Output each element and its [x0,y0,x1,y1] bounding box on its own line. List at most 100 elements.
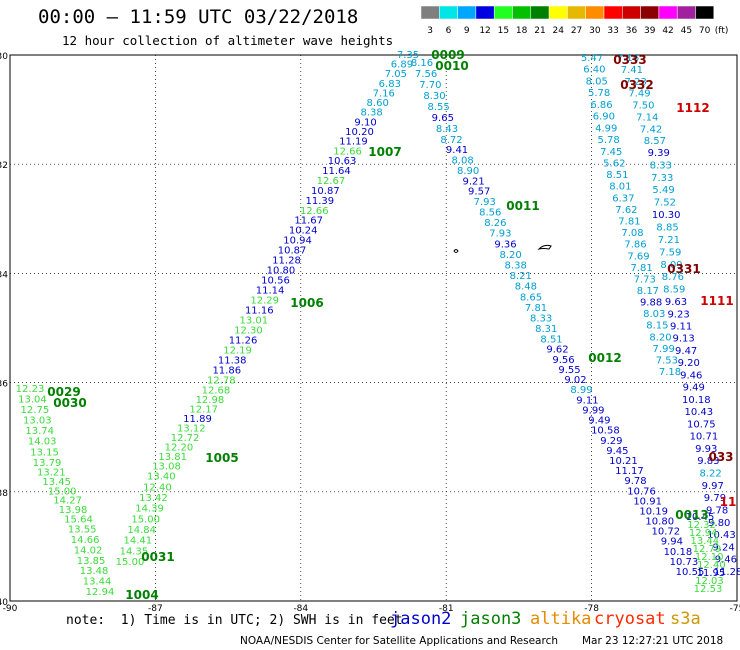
legend-cryosat: cryosat [594,609,666,629]
swh-value: 8.56 [479,207,501,218]
swh-value: 9.99 [582,405,604,416]
time-tag: 1004 [125,588,158,602]
swh-value: 9.93 [695,444,717,455]
swh-value: 11.28 [272,255,301,266]
swh-value: 10.24 [289,226,318,237]
swh-value: 13.44 [83,577,112,588]
time-tag: 0031 [141,550,174,564]
swh-value: 14.27 [53,496,82,507]
latitude-label: -32 [0,161,8,171]
swh-value: 10.19 [639,506,668,517]
map-frame [9,54,738,602]
swh-value: 15.00 [116,557,145,568]
swh-value: 6.40 [583,65,605,76]
swh-value: 12.75 [21,405,50,416]
legend-altika: altika [530,609,592,629]
swh-value: 12.40 [143,482,172,493]
swh-value: 13.04 [18,395,47,406]
swh-value: 13.01 [240,315,269,326]
color-scale-unit: (ft) [715,26,729,36]
swh-value: 8.76 [662,272,684,283]
swh-value: 11.64 [322,166,351,177]
swh-value: 5.47 [581,53,603,64]
swh-value: 8.51 [606,170,628,181]
color-scale-tick-label: 9 [464,26,470,36]
swh-value: 8.16 [411,58,433,69]
swh-value: 12.68 [202,385,231,396]
swh-value: 6.37 [612,193,634,204]
color-scale-tick-label: 30 [589,26,601,36]
swh-value: 10.43 [707,530,736,541]
legend-jason2: jason2 [390,609,452,629]
swh-value: 8.99 [570,385,592,396]
swh-value: 9.29 [600,436,622,447]
swh-value: 10.18 [664,547,693,558]
swh-value: 9.62 [546,345,568,356]
swh-value: 14.41 [124,536,153,547]
swh-value: 9.63 [665,297,687,308]
swh-value: 9.55 [558,365,580,376]
swh-value: 6.90 [593,112,615,123]
swh-value: 9.49 [683,383,705,394]
color-scale-tick-label: 45 [681,26,692,36]
swh-value: 8.57 [644,136,666,147]
color-scale-tick-label: 15 [498,26,509,36]
swh-value: 8.17 [637,286,659,297]
swh-value: 8.60 [367,98,389,109]
swh-value: 15.00 [48,486,77,497]
swh-value: 12.53 [694,584,723,595]
swh-value: 14.35 [120,546,149,557]
color-scale-tick-label: 70 [699,26,711,36]
swh-value: 11.16 [245,305,274,316]
swh-value: 12.72 [171,433,200,444]
swh-value: 9.94 [661,537,683,548]
longitude-label: -90 [3,604,18,614]
swh-value: 10.72 [651,527,680,538]
swh-value: 7.14 [636,112,658,123]
swh-value: 8.31 [535,324,557,335]
swh-value: 8.08 [451,156,473,167]
time-tag: 0009 [431,48,464,62]
swh-value: 13.44 [691,536,720,547]
swh-value: 9.65 [432,113,454,124]
swh-value: 9.10 [354,117,376,128]
swh-value: 13.98 [59,505,88,516]
swh-value: 7.35 [397,50,419,61]
color-scale-tick-label: 12 [479,26,490,36]
swh-value: 7.73 [634,274,656,285]
swh-value: 12.23 [16,384,45,395]
color-scale-tick-label: 33 [607,26,618,36]
swh-value: 13.85 [77,556,106,567]
swh-value: 8.22 [699,469,721,480]
swh-value: 10.21 [609,456,638,467]
swh-value: 13.21 [37,468,66,479]
color-scale-tick-label: 24 [553,26,565,36]
swh-value: 7.93 [489,229,511,240]
swh-value: 10.55 [676,567,705,578]
swh-value: 4.99 [595,123,617,134]
swh-value: 7.08 [621,228,643,239]
swh-value: 10.43 [685,407,714,418]
swh-value: 11.17 [615,466,644,477]
swh-value: 9.97 [702,481,724,492]
longitude-label: -75 [730,604,740,614]
swh-value: 10.18 [682,395,711,406]
swh-value: 8.72 [440,135,462,146]
swh-value: 11.28 [714,567,740,578]
swh-value: 11.38 [218,355,247,366]
swh-value: 8.65 [520,292,542,303]
swh-value: 14.66 [71,535,100,546]
swh-value: 9.80 [708,518,730,529]
time-tag: 1112 [676,101,709,115]
swh-value: 10.87 [311,186,340,197]
units-note: note: 1) Time is in UTC; 2) SWH is in fe… [66,613,403,628]
credit-line: NOAA/NESDIS Center for Satellite Applica… [240,635,558,647]
swh-value: 8.33 [530,314,552,325]
swh-value: 13.79 [33,458,62,469]
swh-value: 10.94 [283,236,312,247]
swh-value: 7.49 [628,89,650,100]
swh-value: 9.46 [680,370,702,381]
swh-value: 8.21 [510,271,532,282]
color-scale-tick-label: 3 [427,26,433,36]
